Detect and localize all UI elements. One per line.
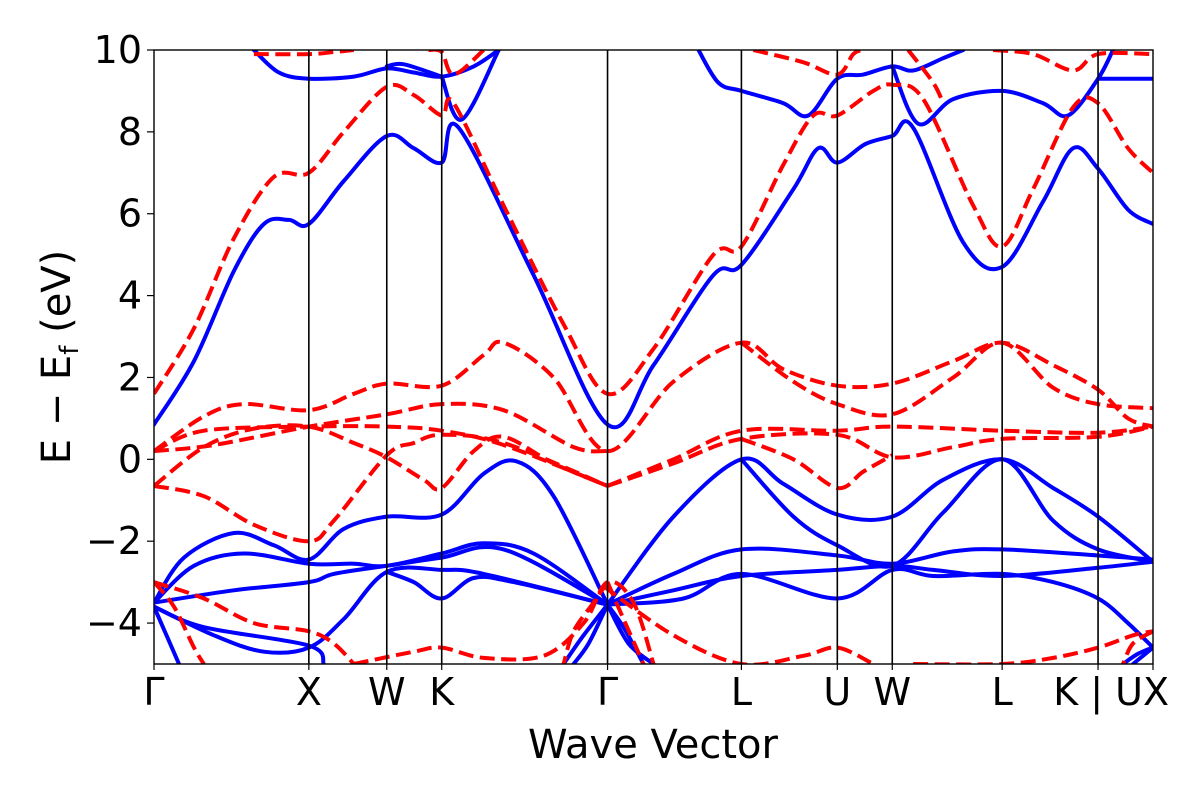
spin-up-band-7 — [154, 458, 610, 607]
spin-up-band-24 — [1131, 645, 1153, 664]
spin-down-band-15 — [154, 580, 356, 664]
y-tick-label-3: 2 — [118, 355, 142, 399]
spin-down-band-7 — [154, 401, 608, 454]
x-tick-label-7: W — [873, 670, 911, 714]
spin-up-band-18 — [605, 567, 1153, 650]
spin-down-band-4 — [906, 50, 946, 105]
x-tick-label-5: L — [731, 670, 752, 714]
y-tick-label-7: 10 — [94, 28, 142, 72]
spin-up-band-5 — [890, 50, 1115, 127]
spin-up-band-22 — [571, 602, 610, 664]
spin-up-band-12 — [154, 604, 181, 664]
spin-down-band-18 — [561, 580, 610, 664]
spin-down-band-11 — [606, 424, 1153, 488]
spin-up-band-1 — [251, 50, 501, 81]
x-tick-label-9: K | U — [1053, 670, 1143, 715]
spin-down-band-14 — [740, 340, 1153, 418]
x-tick-label-6: U — [823, 670, 851, 714]
y-axis-ticks: −4 −2 0 2 4 6 8 10 — [86, 28, 154, 645]
x-tick-label-2: W — [368, 670, 406, 714]
y-tick-label-4: 4 — [118, 274, 142, 318]
spin-up-band-2 — [439, 50, 501, 122]
x-tick-label-10: X — [1143, 670, 1169, 714]
spin-down-band-22 — [1121, 629, 1153, 664]
y-axis-label: E − Ef (eV) — [34, 250, 85, 465]
series-spin-up — [154, 50, 1153, 664]
y-tick-label-6: 8 — [118, 110, 142, 154]
spin-up-band-14 — [605, 456, 1153, 607]
bands-layer — [154, 50, 1153, 664]
spin-up-band-9 — [154, 544, 610, 607]
spin-up-band-15 — [739, 457, 1153, 569]
y-tick-label-2: 0 — [118, 437, 142, 481]
spin-up-band-10 — [154, 565, 610, 655]
spin-down-band-12 — [606, 424, 1153, 488]
x-tick-label-3: K — [429, 670, 455, 714]
x-tick-label-4: Γ — [597, 670, 618, 714]
spin-up-band-0 — [154, 119, 1153, 430]
spin-down-band-6 — [154, 339, 1153, 454]
spin-down-band-17 — [353, 579, 656, 664]
spin-down-band-2 — [428, 50, 486, 77]
spin-down-band-21 — [913, 629, 1153, 664]
y-tick-label-5: 6 — [118, 192, 142, 236]
spin-down-band-9 — [154, 423, 609, 492]
plot-frame — [153, 49, 1154, 665]
x-tick-label-0: Γ — [143, 670, 164, 714]
spin-up-band-8 — [154, 541, 610, 607]
spin-down-band-5 — [992, 50, 1153, 73]
spin-up-band-20 — [605, 602, 656, 664]
spin-up-band-3 — [384, 61, 444, 79]
spin-down-band-16 — [154, 580, 206, 664]
spin-up-band-13 — [384, 569, 610, 607]
spin-down-band-10 — [154, 432, 609, 544]
spin-up-band-4 — [696, 50, 966, 119]
y-tick-label-0: −4 — [86, 601, 142, 645]
y-tick-label-1: −2 — [86, 519, 142, 563]
spin-up-band-21 — [561, 602, 610, 664]
spin-down-band-1 — [253, 50, 354, 57]
spin-up-band-11 — [154, 604, 326, 664]
x-tick-label-8: L — [992, 670, 1013, 714]
x-axis-label: Wave Vector — [528, 722, 779, 768]
spin-down-band-3 — [752, 50, 865, 77]
high-symmetry-lines — [308, 50, 1099, 664]
x-tick-label-1: X — [296, 670, 322, 714]
spin-down-band-0 — [154, 82, 1153, 397]
